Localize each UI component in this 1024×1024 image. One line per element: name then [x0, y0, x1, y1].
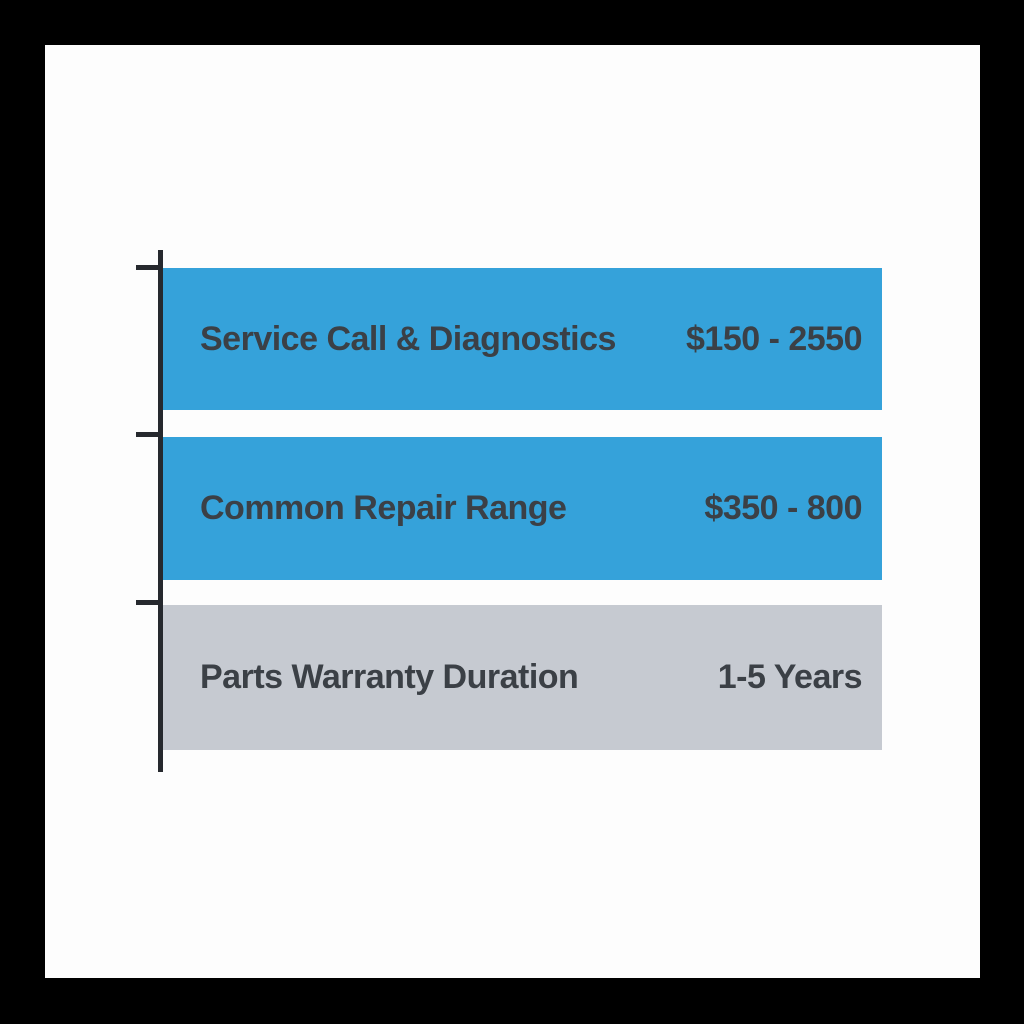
row-value: 1-5 Years — [717, 658, 863, 696]
axis-tick — [136, 600, 163, 605]
row-value: $350 - 800 — [704, 489, 862, 527]
row-label: Service Call & Diagnostics — [200, 319, 616, 358]
y-axis-line — [158, 250, 163, 772]
row-value: $150 - 2550 — [686, 319, 863, 358]
row-label: Parts Warranty Duration — [200, 658, 579, 696]
chart-row-common-repair: Common Repair Range $350 - 800 — [163, 437, 882, 580]
row-label: Common Repair Range — [200, 489, 567, 527]
axis-tick — [136, 265, 163, 270]
axis-tick — [136, 432, 163, 437]
chart-row-parts-warranty: Parts Warranty Duration 1-5 Years — [163, 605, 882, 750]
chart-row-service-call: Service Call & Diagnostics $150 - 2550 — [163, 268, 882, 410]
